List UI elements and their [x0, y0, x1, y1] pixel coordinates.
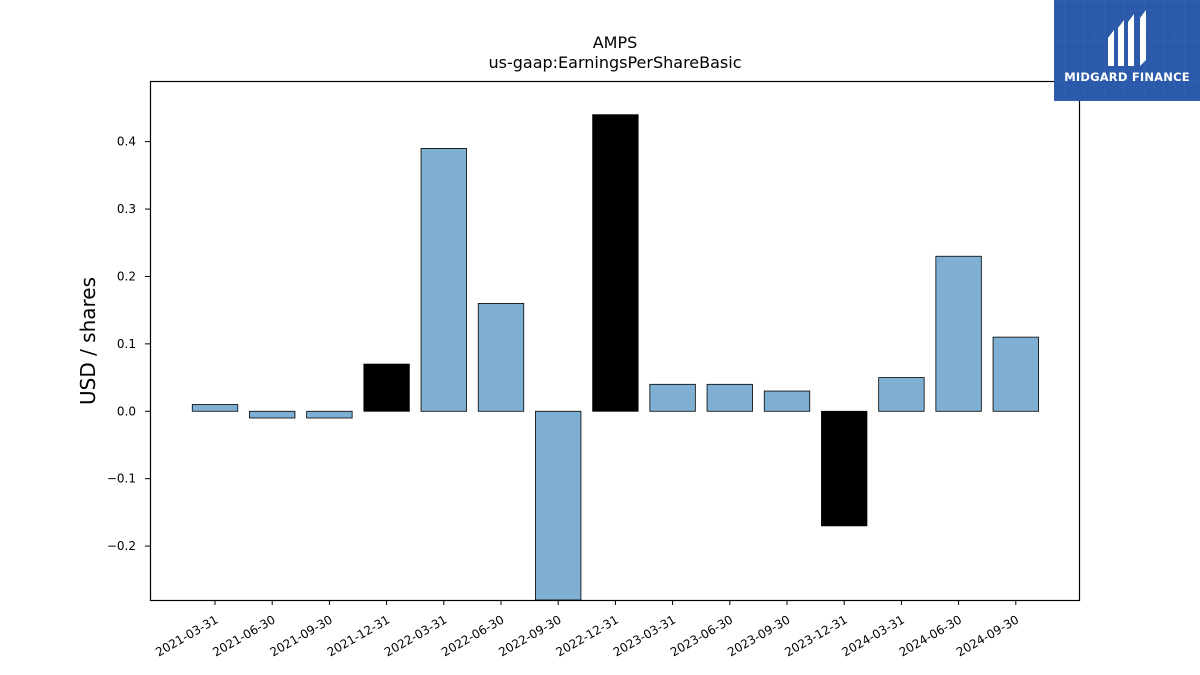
x-tick-label: 2021-03-31: [153, 612, 220, 659]
x-tick-label: 2024-03-31: [839, 612, 906, 659]
bar-2023-09-30: [763, 390, 811, 412]
x-tick-label: 2023-03-31: [611, 612, 678, 659]
midgard-finance-logo: MIDGARD FINANCE: [1054, 0, 1200, 101]
bar-2023-06-30: [706, 383, 753, 412]
logo-background: [1054, 0, 1200, 101]
bar-2024-03-31: [878, 377, 925, 412]
x-tick-label: 2022-12-31: [553, 612, 620, 659]
bar-2021-03-31: [191, 404, 239, 412]
bar-2024-09-30: [992, 336, 1039, 412]
bar-2022-03-31: [420, 148, 467, 412]
x-tick-label: 2021-12-31: [325, 612, 392, 659]
x-tick-label: 2023-12-31: [782, 612, 849, 659]
y-tick-label: −0.1: [107, 472, 136, 486]
y-tick-label: −0.2: [107, 539, 136, 553]
bar-2021-12-31: [363, 363, 410, 412]
bar-2023-12-31: [821, 410, 868, 527]
x-tick-label: 2024-06-30: [897, 612, 964, 659]
bar-2021-06-30: [249, 410, 296, 419]
y-tick-label: 0.0: [117, 404, 136, 418]
x-tick-label: 2023-09-30: [725, 612, 792, 659]
y-tick-label: 0.3: [117, 202, 136, 216]
x-tick-label: 2021-09-30: [267, 612, 334, 659]
bar-2022-09-30: [535, 410, 582, 601]
bar-2022-12-31: [592, 114, 639, 412]
logo-text: MIDGARD FINANCE: [1064, 70, 1190, 84]
x-tick-label: 2021-06-30: [210, 612, 277, 659]
bar-2024-06-30: [935, 255, 982, 412]
bar-2023-03-31: [649, 383, 696, 412]
chart-subtitle: us-gaap:EarningsPerShareBasic: [488, 53, 741, 72]
y-tick-label: 0.2: [117, 269, 136, 283]
bar-2021-09-30: [306, 410, 353, 419]
y-axis-ticks: −0.2 −0.1 0.0 0.1 0.2 0.3 0.4: [107, 135, 150, 553]
bar-2022-06-30: [477, 303, 525, 412]
chart-title: AMPS: [593, 33, 638, 52]
x-tick-label: 2022-09-30: [496, 612, 563, 659]
plot-frame: [149, 80, 1081, 602]
y-tick-label: 0.4: [117, 135, 136, 149]
y-axis-label: USD / shares: [76, 277, 100, 405]
x-axis-ticks: 2021-03-312021-06-302021-09-302021-12-31…: [153, 600, 1021, 659]
x-tick-label: 2024-09-30: [954, 612, 1021, 659]
midgard-m-icon: [1108, 10, 1146, 66]
x-tick-label: 2023-06-30: [668, 612, 735, 659]
bars: [191, 114, 1039, 601]
x-tick-label: 2022-03-31: [382, 612, 449, 659]
x-tick-label: 2022-06-30: [439, 612, 506, 659]
y-tick-label: 0.1: [117, 337, 136, 351]
